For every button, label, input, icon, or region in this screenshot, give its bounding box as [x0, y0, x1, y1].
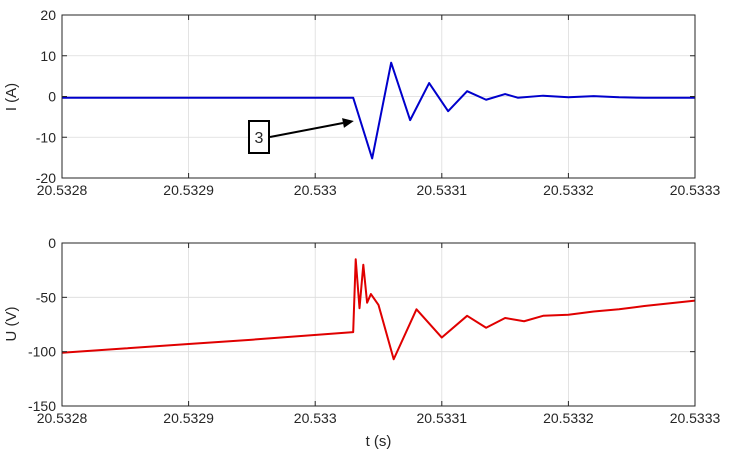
- x-tick-label: 20.5332: [543, 410, 594, 426]
- series-line: [61, 258, 696, 361]
- y-axis-label: U (V): [3, 307, 20, 342]
- x-tick-label: 20.5333: [670, 410, 721, 426]
- x-tick-label: 20.5331: [416, 410, 467, 426]
- y-tick-label: 10: [40, 48, 56, 64]
- y-tick-label: -50: [36, 289, 56, 305]
- y-tick-label: -150: [28, 398, 56, 414]
- x-tick-label: 20.5333: [670, 182, 721, 198]
- current-panel: 20.5328 20.5329 20.533 20.5331 20.5332 20.533…: [3, 7, 721, 198]
- annotation-label: 3: [255, 130, 264, 147]
- x-axis-label: t (s): [366, 433, 392, 450]
- y-tick-label: -10: [36, 129, 56, 145]
- y-tick-label: -100: [28, 344, 56, 360]
- annotation-box: [248, 120, 270, 154]
- axes-box: [61, 242, 696, 407]
- y-tick-label: 0: [48, 89, 56, 105]
- x-tick-label: 20.533: [294, 182, 337, 198]
- annotation-arrow-head: [342, 118, 354, 128]
- annotation-arrow-shaft: [269, 122, 344, 138]
- plot-area: [62, 243, 695, 406]
- x-tick-label: 20.5328: [37, 182, 88, 198]
- x-tick-label: 20.5329: [163, 182, 214, 198]
- y-axis-label: I (A): [3, 83, 20, 111]
- y-tick-label: 0: [48, 235, 56, 251]
- x-tick-label: 20.5332: [543, 182, 594, 198]
- voltage-panel: 20.5328 20.5329 20.533 20.5331 20.5332 20.533…: [3, 235, 721, 450]
- x-tick-label: 20.5329: [163, 410, 214, 426]
- y-tick-label: -20: [36, 170, 56, 186]
- x-tick-label: 20.5331: [416, 182, 467, 198]
- y-tick-label: 20: [40, 7, 56, 23]
- x-tick-label: 20.533: [294, 410, 337, 426]
- x-tick-label: 20.5328: [37, 410, 88, 426]
- series-line: [62, 61, 695, 160]
